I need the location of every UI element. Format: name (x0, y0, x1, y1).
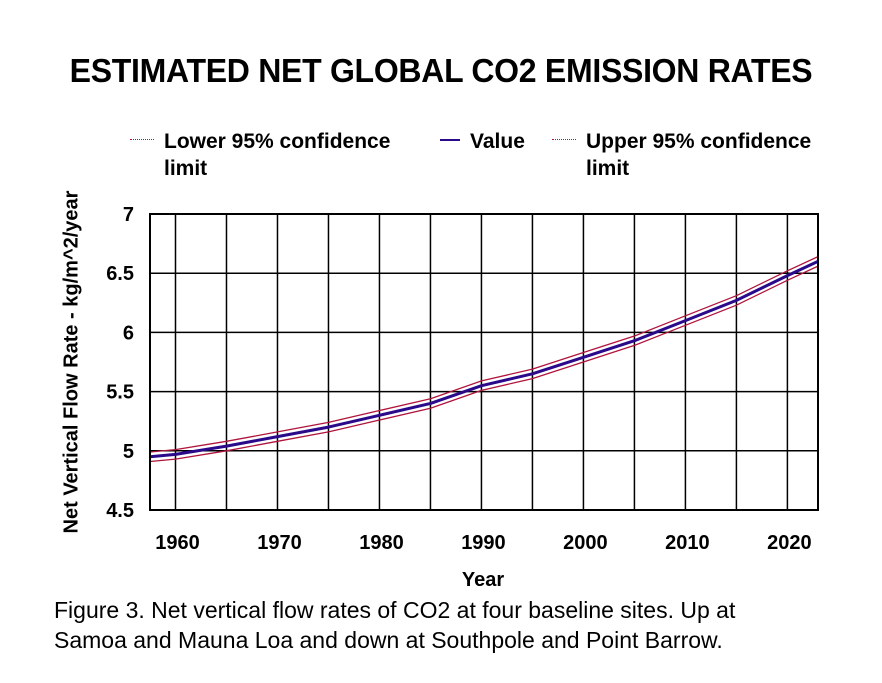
x-tick-label: 2010 (665, 532, 710, 554)
series-group (149, 256, 819, 463)
x-axis-label: Year (461, 569, 505, 591)
x-tick-label: 2020 (767, 532, 812, 554)
legend-item-lower: Lower 95% confidence limit (130, 128, 390, 182)
figure-caption: Figure 3. Net vertical flow rates of CO2… (54, 595, 735, 655)
legend-label-lower: Lower 95% confidence limit (164, 128, 390, 182)
legend-item-value: Value (440, 128, 525, 155)
legend-item-upper: Upper 95% confidence limit (552, 128, 811, 182)
legend-label-lower-line2: limit (164, 157, 208, 180)
y-tick-label: 5.5 (106, 382, 134, 404)
legend-swatch-upper (552, 139, 576, 140)
y-tick-label: 5 (123, 441, 134, 463)
x-tick-label: 1990 (461, 532, 506, 554)
grid (150, 214, 818, 510)
caption-line-1: Figure 3. Net vertical flow rates of CO2… (54, 597, 736, 623)
legend-label-upper: Upper 95% confidence limit (586, 128, 811, 182)
y-tick-label: 7 (123, 204, 134, 226)
caption-line-2: Samoa and Mauna Loa and down at Southpol… (54, 627, 723, 653)
series-line-value (149, 260, 819, 459)
legend-label-upper-line1: Upper 95% confidence (586, 130, 812, 153)
y-tick-label: 6.5 (106, 263, 134, 285)
chart-title: ESTIMATED NET GLOBAL CO2 EMISSION RATES (69, 52, 813, 89)
x-tick-label: 1960 (155, 532, 200, 554)
y-tick-label: 6 (123, 322, 134, 344)
legend-label-upper-line2: limit (586, 157, 630, 180)
plot-frame (149, 213, 819, 511)
x-tick-label: 2000 (563, 532, 608, 554)
y-tick-label: 4.5 (106, 500, 134, 522)
x-tick-label: 1970 (257, 532, 302, 554)
series-line-upper-95-confidence-limit (149, 256, 819, 453)
series-line-lower-95-confidence-limit (149, 265, 819, 463)
x-tick-label: 1980 (359, 532, 404, 554)
y-tick-labels: 4.5 5 5.5 6 6.5 7 (106, 204, 134, 522)
legend-swatch-lower (130, 139, 154, 140)
legend-swatch-value (440, 139, 460, 141)
legend-label-value: Value (470, 130, 525, 153)
x-tick-labels: 1960 1970 1980 1990 2000 2010 2020 (155, 532, 811, 554)
legend: Lower 95% confidence limit Value Upper 9… (0, 128, 882, 188)
legend-label-lower-line1: Lower 95% confidence (164, 130, 391, 153)
